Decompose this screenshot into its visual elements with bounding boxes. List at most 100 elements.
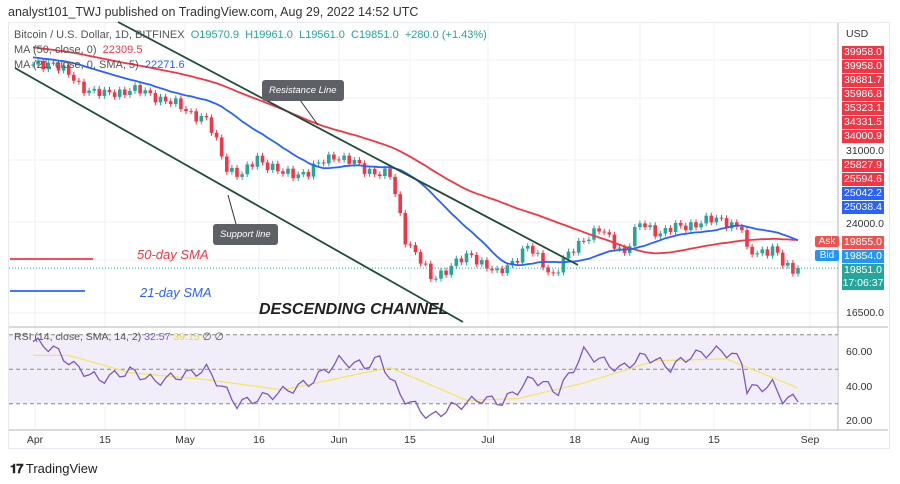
candle-body bbox=[423, 263, 428, 265]
rsi-line bbox=[32, 337, 799, 420]
candle-body bbox=[735, 222, 739, 227]
rsi-tick: 60.00 bbox=[846, 346, 873, 358]
currency-label: USD bbox=[846, 28, 869, 40]
candle-body bbox=[775, 246, 780, 253]
candle-body bbox=[413, 245, 418, 253]
candle-body bbox=[31, 64, 35, 66]
tv-logo-icon: 𝟏𝟕 bbox=[10, 461, 24, 476]
candle-body bbox=[77, 80, 81, 82]
sma50-annotation[interactable]: 50-day SMA bbox=[137, 247, 209, 262]
rsi-sma-line bbox=[33, 354, 799, 401]
candle-body bbox=[469, 253, 474, 255]
rsi-na: ∅ bbox=[202, 331, 212, 343]
candle-body bbox=[531, 245, 535, 254]
price-tag-red: 25594.6 bbox=[842, 173, 884, 186]
candle-body bbox=[357, 159, 362, 164]
candle-body bbox=[495, 268, 499, 271]
candle-body bbox=[347, 155, 351, 164]
candle-body bbox=[587, 239, 591, 242]
candle-body bbox=[719, 217, 724, 219]
x-tick-label: 15 bbox=[708, 434, 720, 446]
ohlc-close: C19851.0 bbox=[351, 29, 399, 41]
price-tag-red: 39958.0 bbox=[842, 60, 884, 73]
candle-body bbox=[286, 168, 290, 174]
candle-body bbox=[362, 163, 367, 174]
channel-annotation[interactable]: DESCENDING CHANNEL bbox=[259, 301, 449, 318]
candle-body bbox=[179, 98, 183, 109]
rsi-label[interactable]: RSI (14, close, SMA, 14, 2) bbox=[14, 331, 142, 343]
candle-body bbox=[276, 163, 280, 172]
candle-body bbox=[87, 90, 91, 94]
candle-body bbox=[316, 162, 321, 164]
price-tag-red: 34331.5 bbox=[842, 116, 884, 129]
candle-body bbox=[750, 246, 754, 255]
candle-body bbox=[327, 154, 331, 164]
candle-body bbox=[56, 62, 61, 71]
candle-body bbox=[133, 85, 137, 91]
ohlc-low: L19561.0 bbox=[298, 29, 345, 41]
candle-body bbox=[378, 174, 382, 177]
ma50-label[interactable]: MA (50, close, 0) bbox=[14, 44, 97, 56]
sma21-annotation[interactable]: 21-day SMA bbox=[140, 285, 212, 300]
candle-body bbox=[41, 60, 45, 70]
rsi-tick: 20.00 bbox=[846, 415, 873, 427]
ma21-label[interactable]: MA (21, close, 0, SMA, 5) bbox=[14, 59, 139, 71]
candle-body bbox=[607, 232, 612, 235]
candle-body bbox=[260, 155, 265, 163]
candle-body bbox=[367, 168, 372, 174]
candle-body bbox=[729, 222, 734, 229]
candle-body bbox=[520, 248, 525, 263]
candle-body bbox=[480, 260, 484, 265]
candle-body bbox=[510, 260, 515, 266]
support-line-callout[interactable]: Support line bbox=[213, 224, 278, 245]
candle-body bbox=[678, 222, 683, 226]
candle-body bbox=[459, 258, 464, 263]
price-tick: 31000.0 bbox=[846, 145, 884, 157]
candle-body bbox=[418, 252, 423, 264]
candle-body bbox=[301, 172, 306, 175]
x-tick-label: 15 bbox=[99, 434, 111, 446]
candle-body bbox=[372, 168, 377, 175]
candle-body bbox=[449, 265, 453, 275]
candle-body bbox=[153, 93, 158, 103]
candle-body bbox=[474, 254, 479, 265]
ask-label: Ask bbox=[815, 236, 839, 247]
candle-body bbox=[321, 162, 326, 164]
candle-body bbox=[566, 251, 571, 259]
candle-body bbox=[61, 65, 66, 71]
symbol-label[interactable]: Bitcoin / U.S. Dollar, 1D, BITFINEX bbox=[14, 29, 185, 41]
candle-body bbox=[602, 231, 606, 233]
candle-body bbox=[296, 174, 300, 179]
candle-body bbox=[663, 228, 668, 234]
resistance-line-callout[interactable]: Resistance Line bbox=[262, 80, 344, 101]
ohlc-high: H19961.0 bbox=[245, 29, 293, 41]
candle-body bbox=[158, 96, 163, 103]
candle-body bbox=[250, 164, 255, 167]
bar-countdown: 17:06:37 bbox=[842, 277, 884, 289]
price-tag-red: 39881.7 bbox=[842, 74, 884, 87]
candle-body bbox=[515, 260, 520, 263]
candle-body bbox=[643, 223, 647, 228]
ohlc-change: +280.0 (+1.43%) bbox=[404, 29, 487, 41]
candle-body bbox=[199, 116, 204, 122]
candle-body bbox=[408, 244, 413, 246]
candle-body bbox=[66, 65, 71, 75]
x-tick-label: Jul bbox=[481, 434, 495, 446]
candle-body bbox=[597, 228, 601, 232]
price-tag-red: 35323.1 bbox=[842, 102, 884, 115]
candle-body bbox=[490, 268, 494, 271]
candle-body bbox=[393, 176, 397, 195]
candle-body bbox=[265, 162, 270, 171]
price-tick: 24000.0 bbox=[846, 218, 884, 230]
tradingview-logo[interactable]: 𝟏𝟕 TradingView bbox=[10, 461, 97, 477]
price-tag-red: 35986.8 bbox=[842, 88, 884, 101]
candle-body bbox=[694, 222, 698, 228]
candle-body bbox=[270, 163, 275, 171]
candle-body bbox=[653, 225, 657, 237]
candle-body bbox=[668, 228, 673, 232]
candle-body bbox=[561, 258, 566, 273]
candle-body bbox=[505, 265, 510, 274]
candle-body bbox=[174, 98, 178, 105]
candle-body bbox=[714, 217, 719, 223]
